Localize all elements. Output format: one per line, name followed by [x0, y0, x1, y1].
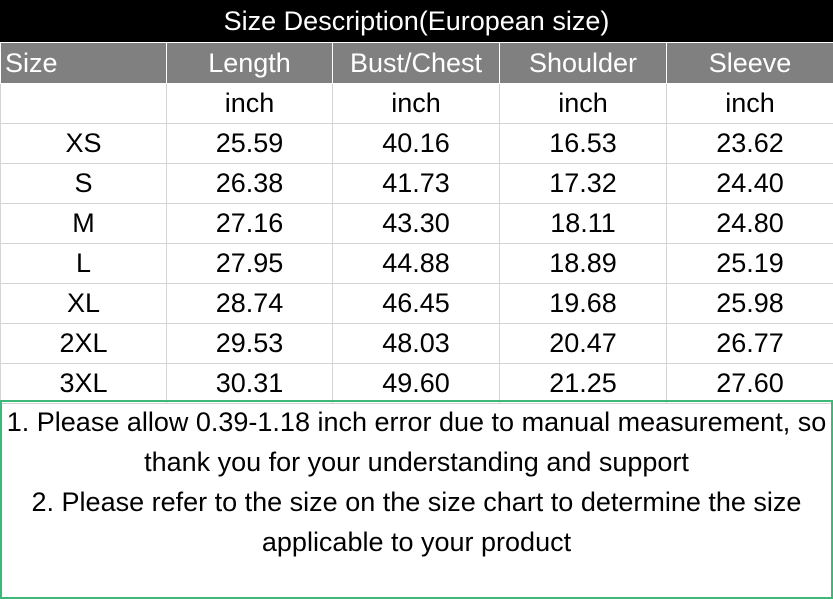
sleeve-cell: 23.62: [666, 123, 833, 164]
shoulder-cell: 20.47: [499, 323, 667, 364]
unit-cell: inch: [166, 83, 333, 124]
table-row: XL 28.74 46.45 19.68 25.98: [0, 283, 833, 324]
table-row: M 27.16 43.30 18.11 24.80: [0, 203, 833, 244]
column-header-size: Size: [0, 42, 167, 84]
shoulder-cell: 19.68: [499, 283, 667, 324]
sleeve-cell: 24.40: [666, 163, 833, 204]
size-label-cell: XS: [0, 123, 167, 164]
shoulder-cell: 16.53: [499, 123, 667, 164]
chart-title: Size Description(European size): [0, 0, 833, 42]
size-label-cell: XL: [0, 283, 167, 324]
size-label-cell: S: [0, 163, 167, 204]
column-header-sleeve: Sleeve: [666, 42, 833, 84]
unit-cell: [0, 83, 167, 124]
sleeve-cell: 27.60: [666, 363, 833, 404]
unit-cell: inch: [666, 83, 833, 124]
bust-cell: 40.16: [332, 123, 500, 164]
note-measurement-error: 1. Please allow 0.39-1.18 inch error due…: [6, 407, 827, 477]
length-cell: 25.59: [166, 123, 333, 164]
table-row: S 26.38 41.73 17.32 24.40: [0, 163, 833, 204]
column-header-shoulder: Shoulder: [499, 42, 667, 84]
bust-cell: 41.73: [332, 163, 500, 204]
table-row: XS 25.59 40.16 16.53 23.62: [0, 123, 833, 164]
notes-box: 1. Please allow 0.39-1.18 inch error due…: [0, 400, 833, 599]
shoulder-cell: 18.11: [499, 203, 667, 244]
size-label-cell: 3XL: [0, 363, 167, 404]
table-row: 3XL 30.31 49.60 21.25 27.60: [0, 363, 833, 404]
table-row: 2XL 29.53 48.03 20.47 26.77: [0, 323, 833, 364]
unit-cell: inch: [332, 83, 500, 124]
length-cell: 28.74: [166, 283, 333, 324]
shoulder-cell: 21.25: [499, 363, 667, 404]
bust-cell: 46.45: [332, 283, 500, 324]
size-table: Size Length Bust/Chest Shoulder Sleeve i…: [0, 42, 833, 404]
length-cell: 26.38: [166, 163, 333, 204]
size-label-cell: L: [0, 243, 167, 284]
length-cell: 27.95: [166, 243, 333, 284]
bust-cell: 43.30: [332, 203, 500, 244]
units-row: inch inch inch inch: [0, 83, 833, 124]
sleeve-cell: 25.98: [666, 283, 833, 324]
shoulder-cell: 18.89: [499, 243, 667, 284]
bust-cell: 48.03: [332, 323, 500, 364]
column-header-length: Length: [166, 42, 333, 84]
table-row: L 27.95 44.88 18.89 25.19: [0, 243, 833, 284]
length-cell: 30.31: [166, 363, 333, 404]
column-header-bust: Bust/Chest: [332, 42, 500, 84]
header-row: Size Length Bust/Chest Shoulder Sleeve: [0, 42, 833, 84]
length-cell: 27.16: [166, 203, 333, 244]
size-label-cell: 2XL: [0, 323, 167, 364]
bust-cell: 44.88: [332, 243, 500, 284]
length-cell: 29.53: [166, 323, 333, 364]
sleeve-cell: 24.80: [666, 203, 833, 244]
bust-cell: 49.60: [332, 363, 500, 404]
unit-cell: inch: [499, 83, 667, 124]
sleeve-cell: 25.19: [666, 243, 833, 284]
shoulder-cell: 17.32: [499, 163, 667, 204]
sleeve-cell: 26.77: [666, 323, 833, 364]
size-label-cell: M: [0, 203, 167, 244]
note-size-reference: 2. Please refer to the size on the size …: [31, 487, 802, 557]
